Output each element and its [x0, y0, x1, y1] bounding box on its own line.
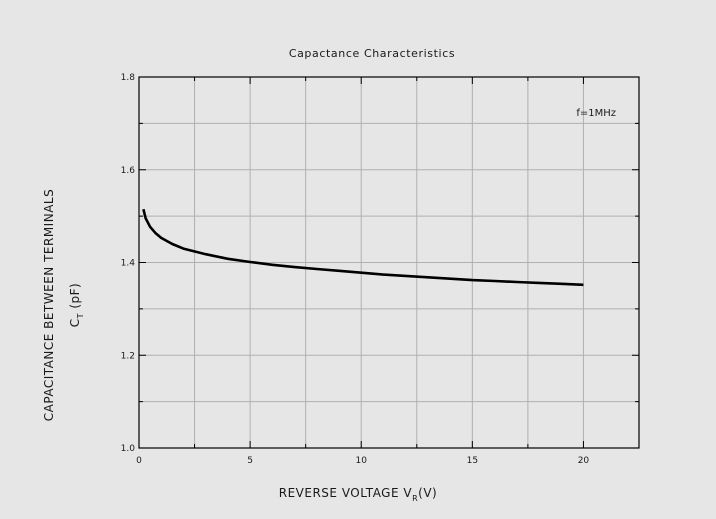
frequency-annotation: f=1MHz: [576, 108, 616, 119]
y-axis-label-line2-sub: T: [76, 313, 85, 319]
x-tick-label: 10: [355, 456, 367, 466]
x-tick-label: 20: [578, 456, 590, 466]
y-tick-label: 1.8: [121, 73, 136, 83]
x-axis-label-main: REVERSE VOLTAGE V: [279, 486, 413, 500]
grid: [139, 77, 639, 448]
x-tick-label: 15: [467, 456, 478, 466]
y-tick-label: 1.2: [121, 351, 135, 361]
x-axis-label-sub: R: [412, 494, 418, 503]
y-tick-label: 1.6: [121, 166, 136, 176]
y-axis-label-line2: CT (pF): [68, 283, 85, 327]
chart-svg: Capactance Characteristics 0 5 10 15 20 1.01…: [42, 47, 640, 503]
y-axis-label-line1: CAPACITANCE BETWEEN TERMINALS: [42, 189, 56, 421]
y-tick-label: 1.0: [121, 444, 136, 454]
chart-title: Capactance Characteristics: [289, 47, 455, 60]
x-tick-label: 0: [136, 456, 142, 466]
series-line: [142, 208, 584, 287]
x-axis-label-unit: (V): [418, 486, 437, 500]
y-tick-labels: 1.0 1.2 1.4 1.6 1.8: [121, 73, 136, 454]
y-axis-label-line2-main: C: [68, 318, 82, 327]
x-axis-label: REVERSE VOLTAGE VR(V): [279, 486, 437, 503]
y-axis-label-line2-unit: (pF): [68, 283, 82, 313]
series-layer: [142, 208, 584, 287]
plot-frame: [138, 76, 640, 449]
y-tick-label: 1.4: [121, 259, 136, 269]
x-tick-labels: 0 5 10 15 20: [136, 456, 589, 466]
chart-figure: Capactance Characteristics 0 5 10 15 20 1.0 1…: [13, 13, 704, 507]
x-tick-label: 5: [247, 456, 253, 466]
minor-ticks: [139, 77, 639, 448]
